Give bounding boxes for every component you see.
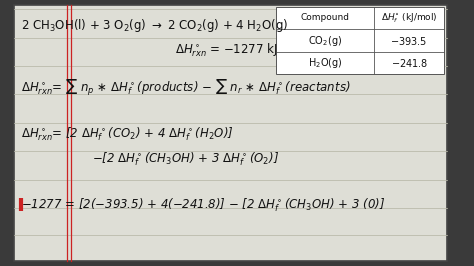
Text: $-241.8$: $-241.8$ xyxy=(391,57,428,69)
Text: 2 CH$_3$OH(l) + 3 O$_2$(g) $\rightarrow$ 2 CO$_2$(g) + 4 H$_2$O(g): 2 CH$_3$OH(l) + 3 O$_2$(g) $\rightarrow$… xyxy=(21,17,288,34)
Text: $\Delta H^\circ_{rxn}$= $\sum$ $n_p$ $\ast$ $\Delta H^\circ_f$(products) $-$ $\s: $\Delta H^\circ_{rxn}$= $\sum$ $n_p$ $\a… xyxy=(21,78,350,98)
Text: $\mathrm{H_2O(g)}$: $\mathrm{H_2O(g)}$ xyxy=(308,56,342,70)
Text: $\Delta H^\circ_{rxn}$ = $-$1277 kJ: $\Delta H^\circ_{rxn}$ = $-$1277 kJ xyxy=(175,42,277,59)
Text: $-$1277 = [2($-$393.5) + 4($-$241.8)] $-$ [2 $\Delta H^\circ_f$(CH$_3$OH) + 3 (0: $-$1277 = [2($-$393.5) + 4($-$241.8)] $-… xyxy=(21,196,385,214)
Text: $\Delta H_f^{\circ}$ (kJ/mol): $\Delta H_f^{\circ}$ (kJ/mol) xyxy=(381,11,438,25)
Text: $-393.5$: $-393.5$ xyxy=(391,35,428,47)
Bar xyxy=(276,7,445,74)
Text: $\Delta H^\circ_{rxn}$= [2 $\Delta H^\circ_f$(CO$_2$) + 4 $\Delta H^\circ_f$(H$_: $\Delta H^\circ_{rxn}$= [2 $\Delta H^\ci… xyxy=(21,126,234,143)
Text: Compound: Compound xyxy=(301,14,350,22)
Text: $-$[2 $\Delta H^\circ_f$(CH$_3$OH) + 3 $\Delta H^\circ_f$(O$_2$)]: $-$[2 $\Delta H^\circ_f$(CH$_3$OH) + 3 $… xyxy=(92,151,279,168)
Text: $\mathrm{CO_2(g)}$: $\mathrm{CO_2(g)}$ xyxy=(308,34,342,48)
